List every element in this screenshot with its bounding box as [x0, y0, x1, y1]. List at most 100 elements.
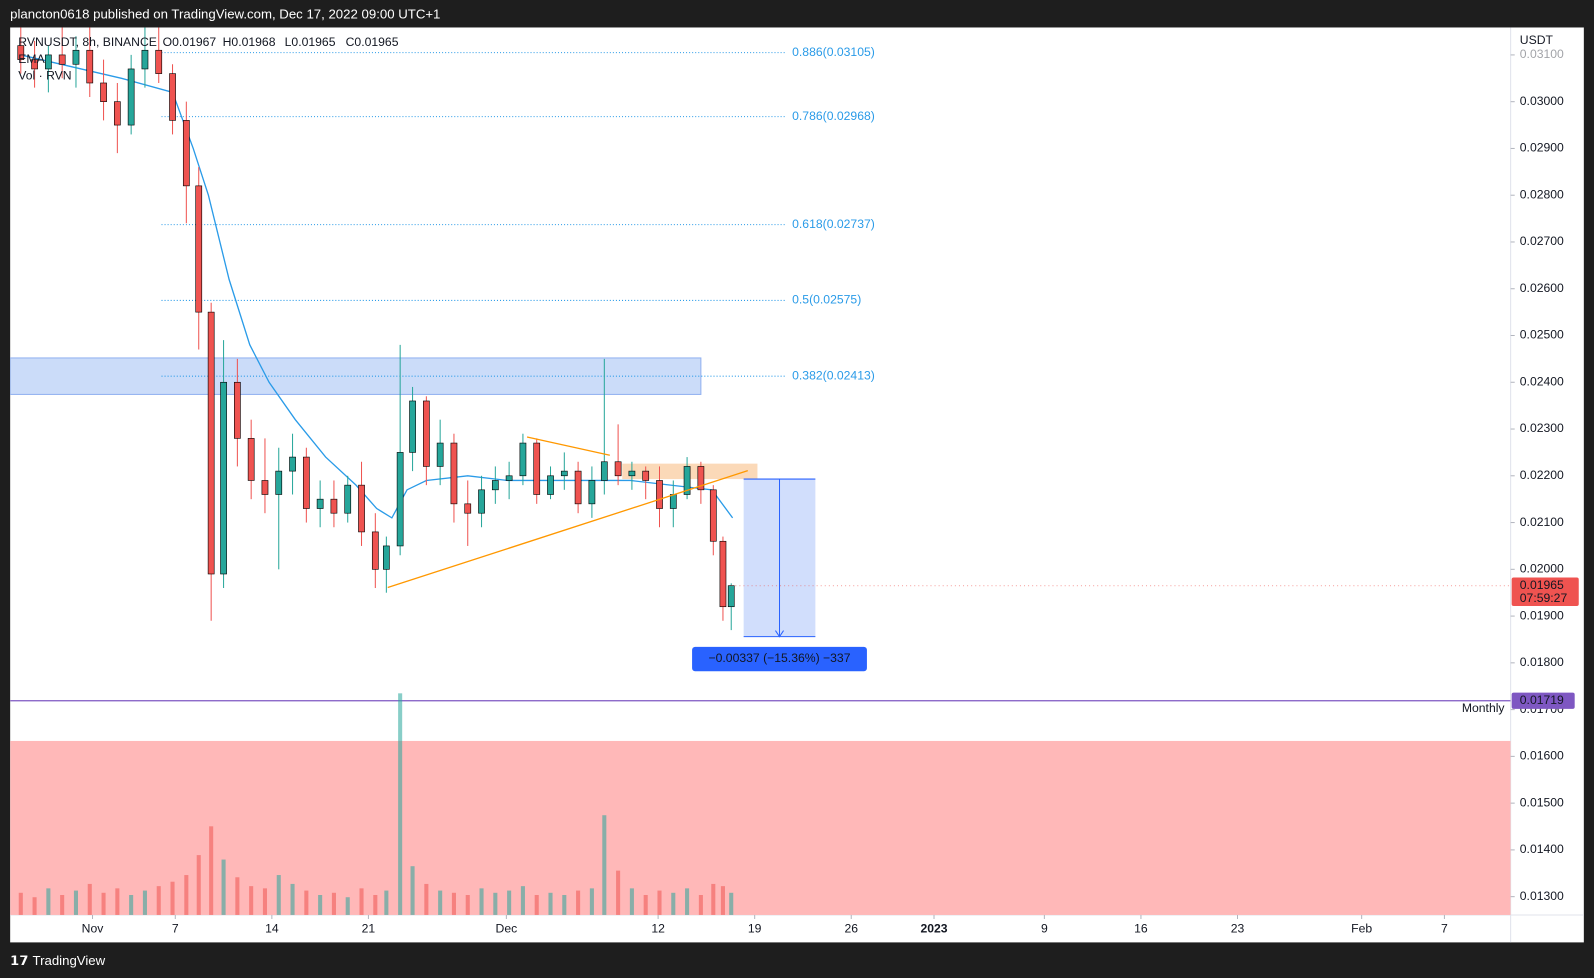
- y-tick-label: 0.02300: [1520, 421, 1564, 435]
- candle-body: [302, 456, 310, 509]
- candle-body: [588, 480, 596, 505]
- last-price-tag: [1511, 577, 1579, 607]
- candle-body: [505, 475, 513, 481]
- volume-bar: [438, 890, 443, 915]
- volume-bar: [142, 890, 147, 915]
- candle-body: [436, 442, 444, 467]
- volume-bar: [331, 892, 336, 915]
- volume-bar: [576, 890, 581, 915]
- candle-body: [275, 470, 283, 495]
- volume-bar: [170, 881, 175, 915]
- candle-body: [100, 82, 107, 102]
- volume-bar: [345, 897, 350, 915]
- candle-body: [141, 49, 149, 70]
- volume-bar: [32, 897, 37, 915]
- x-tick-label: 14: [265, 921, 279, 935]
- ema-line: [20, 54, 734, 519]
- candle-body: [182, 120, 190, 187]
- candle-body: [169, 73, 176, 121]
- legend-close: C0.01965: [346, 35, 399, 49]
- candle-body: [600, 461, 608, 481]
- x-tick-label: 7: [1441, 921, 1448, 935]
- candle-body: [86, 49, 94, 84]
- candle-body: [330, 498, 338, 514]
- y-tick-label: 0.03000: [1520, 94, 1564, 108]
- y-tick-label: 0.02400: [1520, 374, 1564, 388]
- volume-bar: [465, 895, 470, 915]
- candle-body: [450, 442, 458, 505]
- monthly-tag: [1511, 692, 1575, 709]
- candle-body: [628, 470, 636, 477]
- y-tick-label: 0.01300: [1520, 889, 1564, 903]
- candle-body: [72, 49, 80, 65]
- volume-bar: [479, 888, 484, 915]
- monthly-tag-label: 0.01719: [1520, 693, 1564, 707]
- volume-bar: [424, 883, 429, 915]
- volume-bar: [304, 890, 309, 915]
- volume-bar: [115, 888, 120, 915]
- countdown: 07:59:27: [1520, 591, 1568, 605]
- publish-info: plancton0618 published on TradingView.co…: [10, 7, 440, 22]
- volume-bar: [671, 892, 676, 915]
- volume-bar: [73, 890, 79, 915]
- y-tick-label: 0.02200: [1520, 468, 1564, 482]
- x-tick-label: 7: [172, 921, 179, 935]
- candle-body: [220, 381, 227, 575]
- candle-body: [382, 545, 390, 570]
- candle-body: [127, 68, 135, 126]
- x-tick-label: 16: [1134, 921, 1148, 935]
- volume-bar: [262, 888, 267, 915]
- volume-bar: [398, 693, 403, 915]
- y-tick-label: 0.02500: [1520, 328, 1564, 342]
- x-tick-label: 26: [844, 921, 858, 935]
- fib-label: 0.382(0.02413): [792, 368, 875, 382]
- legend-ema: EMA: [18, 52, 45, 66]
- volume-bar: [249, 886, 254, 915]
- candle-body: [560, 470, 568, 477]
- candle-body: [371, 531, 379, 570]
- volume-bar: [359, 888, 364, 915]
- x-tick-label: 21: [362, 921, 376, 935]
- volume-bar: [548, 892, 553, 915]
- volume-bar: [720, 886, 725, 915]
- volume-bar: [589, 888, 594, 915]
- candle-body: [574, 470, 582, 505]
- fib-label: 0.618(0.02737): [792, 217, 875, 231]
- volume-bar: [46, 888, 51, 915]
- y-tick-label: 0.01400: [1520, 842, 1564, 856]
- candle-body: [533, 442, 541, 495]
- candle-body: [207, 311, 215, 575]
- candle-body: [344, 484, 352, 514]
- x-tick-label: Nov: [82, 921, 105, 935]
- volume-bar: [87, 883, 92, 915]
- volume-bar: [507, 890, 512, 915]
- y-tick-label: 0.02100: [1520, 515, 1564, 529]
- x-tick-label: 19: [748, 921, 762, 935]
- demand-zone: [10, 740, 1511, 915]
- fib-label: 0.786(0.02968): [792, 109, 875, 123]
- volume-bar: [290, 883, 295, 915]
- fib-label: 0.886(0.03105): [792, 45, 875, 59]
- candle-body: [669, 494, 677, 509]
- legend-symbol: RVNUSDT, 8h, BINANCE: [18, 35, 157, 49]
- fib-label: 0.5(0.02575): [792, 293, 861, 307]
- volume-bar: [221, 859, 226, 915]
- candle-body: [478, 489, 485, 514]
- volume-bar: [643, 895, 648, 915]
- volume-bar: [410, 866, 415, 915]
- measure-label-bg: [692, 646, 867, 672]
- volume-bar: [276, 875, 281, 915]
- brand-logo: 𝟭𝟳: [10, 953, 28, 968]
- candle-body: [58, 54, 66, 65]
- legend-low: L0.01965: [285, 35, 336, 49]
- x-tick-label: 12: [651, 921, 665, 935]
- measure-label: −0.00337 (−15.36%) −337: [709, 651, 851, 665]
- y-tick-label: 0.02700: [1520, 234, 1564, 248]
- x-tick-label: Feb: [1351, 921, 1372, 935]
- candle-body: [396, 452, 404, 547]
- volume-bar: [493, 892, 498, 915]
- volume-bar: [101, 892, 106, 915]
- volume-bar: [451, 892, 456, 915]
- volume-bar: [729, 892, 734, 915]
